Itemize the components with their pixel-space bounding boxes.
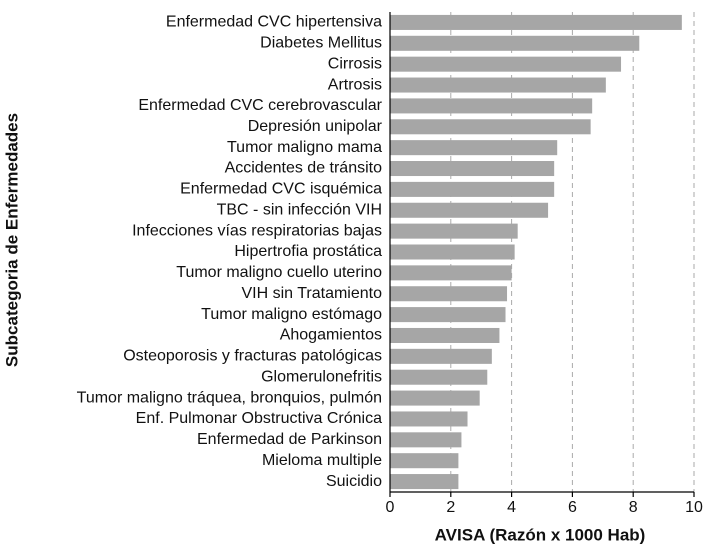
y-tick-label: Tumor maligno cuello uterino <box>176 264 382 281</box>
bar <box>390 161 555 177</box>
y-tick-label: Enfermedad CVC cerebrovascular <box>138 97 382 114</box>
y-tick-label: Tumor maligno mama <box>227 139 382 156</box>
x-tick-label: 8 <box>629 499 638 516</box>
y-tick-label: Accidentes de tránsito <box>225 160 383 177</box>
bar <box>390 202 549 218</box>
y-tick-label: Artrosis <box>328 76 382 93</box>
bar <box>390 140 558 156</box>
bar <box>390 14 682 30</box>
y-tick-label: Glomerulonefritis <box>261 368 382 385</box>
y-tick-label: Diabetes Mellitus <box>260 35 382 52</box>
x-tick-label: 6 <box>568 499 577 516</box>
bar <box>390 307 506 323</box>
bar <box>390 390 480 406</box>
y-tick-label: Suicidio <box>326 473 382 490</box>
bar <box>390 181 555 197</box>
bar <box>390 327 500 343</box>
y-tick-label: Depresión unipolar <box>248 118 383 135</box>
bar <box>390 265 512 281</box>
x-axis-label: AVISA (Razón x 1000 Hab) <box>435 525 646 544</box>
y-tick-label: Enfermedad CVC isquémica <box>180 181 382 198</box>
x-tick-label: 10 <box>685 499 703 516</box>
bar <box>390 56 622 72</box>
bar <box>390 411 468 427</box>
bar <box>390 474 459 490</box>
x-tick-label: 4 <box>507 499 516 516</box>
y-tick-label: Ahogamientos <box>280 327 382 344</box>
x-tick-label: 0 <box>386 499 395 516</box>
y-tick-label: Enf. Pulmonar Obstructiva Crónica <box>136 410 382 427</box>
x-tick-label: 2 <box>446 499 455 516</box>
bar <box>390 369 488 385</box>
bar <box>390 453 459 469</box>
bar <box>390 35 640 51</box>
y-tick-label: Hipertrofia prostática <box>234 243 382 260</box>
y-axis-label: Subcategoria de Enfermedades <box>2 113 21 367</box>
bar <box>390 77 606 93</box>
bar <box>390 348 492 364</box>
y-tick-label: Mieloma multiple <box>262 452 382 469</box>
y-tick-label: Enfermedad CVC hipertensiva <box>166 14 382 31</box>
y-tick-label: Osteoporosis y fracturas patológicas <box>123 348 382 365</box>
bar <box>390 223 518 239</box>
bar <box>390 286 508 302</box>
y-tick-label: VIH sin Tratamiento <box>242 285 383 302</box>
y-tick-label: Enfermedad de Parkinson <box>197 431 382 448</box>
bar <box>390 432 462 448</box>
bar <box>390 98 593 114</box>
bar <box>390 119 591 135</box>
y-tick-label: Tumor maligno tráquea, bronquios, pulmón <box>77 389 382 406</box>
y-tick-label: Tumor maligno estómago <box>201 306 382 323</box>
y-tick-label: TBC - sin infección VIH <box>217 201 382 218</box>
y-tick-label: Infecciones vías respiratorias bajas <box>132 222 382 239</box>
bar <box>390 244 515 260</box>
y-tick-label: Cirrosis <box>328 55 382 72</box>
